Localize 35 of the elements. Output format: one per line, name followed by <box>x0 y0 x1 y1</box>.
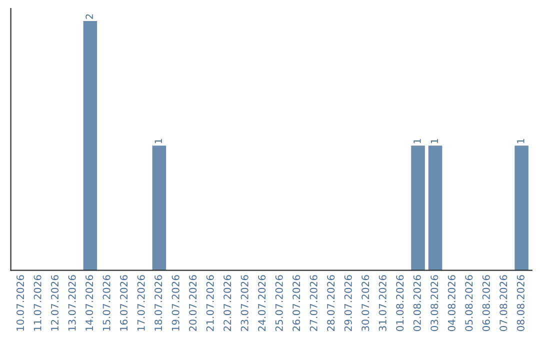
x-tick-label: 05.08.2026 <box>465 275 473 332</box>
data-label: 1 <box>154 138 162 144</box>
x-tick-label: 23.07.2026 <box>240 275 248 331</box>
data-label: 2 <box>86 14 93 19</box>
x-tick-label: 30.07.2026 <box>362 275 370 331</box>
x-tick-label: 21.07.2026 <box>206 275 214 331</box>
x-tick-label: 11.07.2026 <box>34 275 42 331</box>
x-tick-label: 24.07.2026 <box>258 275 266 331</box>
x-tick-label: 01.08.2026 <box>396 275 404 332</box>
x-tick-label: 06.08.2026 <box>482 275 490 332</box>
x-tick-label: 29.07.2026 <box>344 275 352 331</box>
x-tick-label: 07.08.2026 <box>500 275 508 332</box>
x-tick-label: 28.07.2026 <box>327 275 335 331</box>
x-tick-label: 15.07.2026 <box>102 275 110 331</box>
x-tick-label: 08.08.2026 <box>516 275 524 332</box>
x-tick-label: 13.07.2026 <box>68 275 76 331</box>
x-tick-label: 20.07.2026 <box>189 275 197 331</box>
x-tick-label: 31.07.2026 <box>378 275 386 331</box>
x-tick-label: 17.07.2026 <box>137 275 145 331</box>
data-label: 1 <box>414 138 421 144</box>
x-tick-label: 18.07.2026 <box>154 275 162 331</box>
x-tick-label: 27.07.2026 <box>310 275 318 331</box>
x-tick-label: 03.08.2026 <box>430 275 438 332</box>
x-tick-label: 02.08.2026 <box>413 275 421 332</box>
data-label: 1 <box>517 138 524 144</box>
x-tick-label: 22.07.2026 <box>224 275 232 331</box>
x-tick-label: 26.07.2026 <box>292 275 300 331</box>
x-tick-label: 19.07.2026 <box>172 275 180 331</box>
x-tick-label: 14.07.2026 <box>86 275 94 331</box>
x-tick-label: 10.07.2026 <box>16 275 24 331</box>
x-tick-label: 04.08.2026 <box>448 275 456 332</box>
data-label: 1 <box>430 138 438 144</box>
x-tick-label: 25.07.2026 <box>275 275 283 331</box>
x-tick-label: 12.07.2026 <box>51 275 59 331</box>
x-tick-label: 16.07.2026 <box>120 275 128 331</box>
